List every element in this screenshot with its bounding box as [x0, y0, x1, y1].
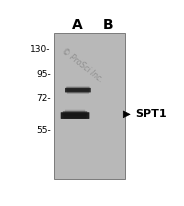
Text: SPT1: SPT1	[135, 109, 167, 119]
FancyBboxPatch shape	[61, 112, 89, 119]
Text: 95-: 95-	[36, 70, 51, 79]
Text: 130-: 130-	[30, 45, 51, 54]
FancyBboxPatch shape	[67, 89, 89, 94]
Text: A: A	[72, 18, 83, 32]
FancyBboxPatch shape	[65, 88, 91, 92]
Text: © ProSci Inc.: © ProSci Inc.	[60, 46, 105, 84]
Text: B: B	[103, 18, 114, 32]
Text: 72-: 72-	[36, 94, 51, 103]
FancyBboxPatch shape	[63, 115, 87, 119]
FancyBboxPatch shape	[63, 111, 87, 115]
Bar	[54, 33, 125, 179]
FancyBboxPatch shape	[66, 87, 90, 91]
FancyBboxPatch shape	[65, 110, 85, 113]
Text: 55-: 55-	[36, 126, 51, 136]
